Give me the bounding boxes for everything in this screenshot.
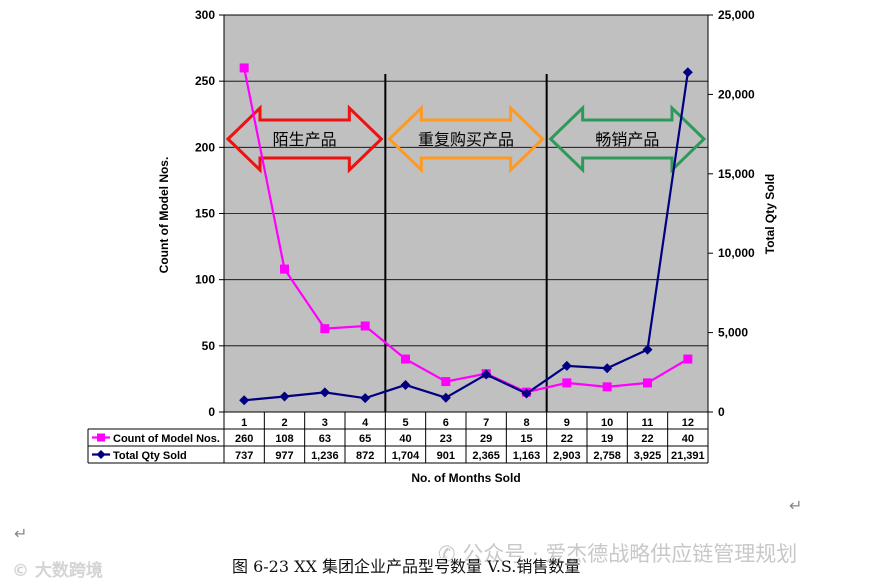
legend-label: Total Qty Sold (113, 450, 187, 462)
table-cell-value: 108 (275, 433, 293, 445)
y-left-tick-label: 50 (202, 339, 216, 353)
watermark: ✆ 公众号 · 爱杰德战略供应链管理规划 (438, 542, 798, 566)
paragraph-mark-icon: ↵ (789, 496, 803, 515)
x-tick-label: 1 (241, 417, 247, 429)
y-left-tick-label: 300 (195, 8, 215, 22)
data-point-diamond (239, 395, 250, 406)
data-point-diamond (602, 363, 613, 374)
table-cell-value: 1,704 (392, 450, 420, 462)
data-point-square (320, 324, 330, 334)
x-tick-label: 3 (322, 417, 328, 429)
series-line (243, 67, 689, 394)
table-cell-value: 21,391 (671, 450, 705, 462)
table-cell-value: 3,925 (634, 450, 662, 462)
table-cell-value: 737 (235, 450, 253, 462)
y-left-tick-label: 150 (195, 207, 215, 221)
data-point-diamond (682, 67, 693, 78)
table-cell-value: 2,903 (553, 450, 581, 462)
table-cell-value: 2,365 (472, 450, 500, 462)
x-tick-label: 4 (362, 417, 369, 429)
data-point-diamond (440, 392, 451, 403)
data-point-square (239, 63, 249, 73)
legend-marker (97, 433, 105, 442)
table-cell-value: 22 (561, 433, 573, 445)
table-cell-value: 22 (641, 433, 653, 445)
data-point-diamond (481, 369, 492, 380)
table-cell-value: 1,236 (311, 450, 339, 462)
table-cell-value: 260 (235, 433, 253, 445)
table-cell-value: 901 (437, 450, 455, 462)
x-tick-label: 7 (483, 417, 489, 429)
data-point-diamond (642, 344, 653, 355)
annotation-label: 畅销产品 (595, 130, 659, 149)
data-point-square (562, 378, 572, 388)
wechat-icon: ✆ (438, 542, 463, 566)
figure-caption: 图 6-23 XX 集团企业产品型号数量 V.S.销售数量 (232, 557, 581, 576)
double-arrow-annotation (225, 104, 384, 174)
table-cell-value: 2,758 (593, 450, 621, 462)
y-right-tick-label: 10,000 (718, 246, 755, 260)
table-cell-value: 40 (682, 433, 694, 445)
x-tick-label: 8 (523, 417, 529, 429)
y-right-tick-label: 20,000 (718, 87, 755, 101)
annotation-label: 重复购买产品 (418, 130, 514, 149)
table-cell-value: 977 (275, 450, 293, 462)
x-tick-label: 10 (601, 417, 613, 429)
double-arrow-annotation (548, 104, 707, 174)
logo-icon: © (12, 561, 35, 581)
table-cell-value: 23 (440, 433, 452, 445)
logo: © 大数跨境 (12, 561, 103, 581)
y-right-tick-label: 5,000 (718, 326, 748, 340)
data-point-square (683, 354, 693, 364)
y-left-axis-title: Count of Model Nos. (157, 157, 171, 274)
data-point-diamond (521, 388, 532, 399)
legend-marker (96, 450, 106, 459)
y-left-tick-label: 250 (195, 74, 215, 88)
double-arrow-annotation (387, 104, 545, 174)
table-cell-value: 29 (480, 433, 492, 445)
data-point-square (602, 382, 612, 392)
y-left-tick-label: 200 (195, 140, 215, 154)
data-point-diamond (319, 387, 330, 398)
table-cell-value: 872 (356, 450, 374, 462)
table-cell-value: 19 (601, 433, 613, 445)
y-left-tick-label: 100 (195, 273, 215, 287)
y-left-tick-label: 0 (208, 405, 215, 419)
data-point-diamond (400, 379, 411, 390)
data-point-square (360, 321, 370, 331)
x-tick-label: 12 (682, 417, 694, 429)
data-point-square (441, 377, 451, 387)
y-right-tick-label: 25,000 (718, 8, 755, 22)
data-point-diamond (279, 391, 290, 402)
data-point-square (280, 264, 289, 274)
x-tick-label: 2 (281, 417, 287, 429)
y-right-tick-label: 15,000 (718, 167, 755, 181)
table-cell-value: 1,163 (513, 450, 541, 462)
table-cell-value: 63 (319, 433, 331, 445)
x-tick-label: 11 (642, 417, 654, 429)
table-cell-value: 65 (359, 433, 371, 445)
paragraph-mark-icon: ↵ (14, 524, 28, 543)
annotation-label: 陌生产品 (273, 130, 337, 149)
x-tick-label: 6 (443, 417, 449, 429)
series-line (244, 72, 689, 402)
legend-label: Count of Model Nos. (113, 433, 220, 445)
data-point-square (401, 354, 410, 364)
data-point-diamond (561, 360, 572, 371)
x-axis-title: No. of Months Sold (411, 471, 520, 485)
x-tick-label: 9 (564, 417, 570, 429)
y-right-tick-label: 0 (718, 405, 725, 419)
table-cell-value: 40 (399, 433, 411, 445)
y-right-axis-title: Total Qty Sold (763, 174, 777, 254)
table-cell-value: 15 (520, 433, 532, 445)
x-tick-label: 5 (402, 417, 408, 429)
data-point-diamond (360, 393, 371, 404)
data-point-square (643, 378, 652, 388)
